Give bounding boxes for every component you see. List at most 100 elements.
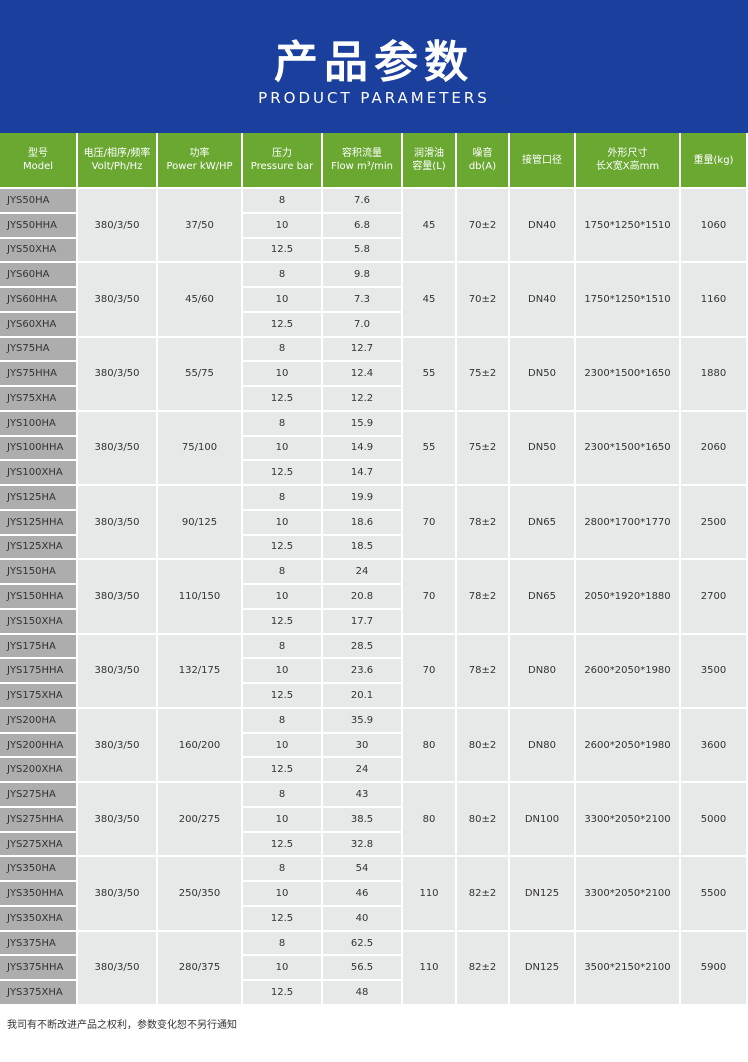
pressure-cell: 12.5 xyxy=(243,684,323,709)
pressure-cell: 12.5 xyxy=(243,535,323,561)
model-cell: JYS50HHA xyxy=(0,213,78,239)
model-cell: JYS125HA xyxy=(0,486,78,511)
flow-cell: 54 xyxy=(323,857,403,883)
pipe-cell: DN65 xyxy=(510,486,576,561)
pipe-cell: DN40 xyxy=(510,263,576,338)
dims-cell: 2800*1700*1770 xyxy=(576,486,681,561)
flow-cell: 7.6 xyxy=(323,189,403,214)
pressure-cell: 10 xyxy=(243,733,323,759)
pressure-cell: 10 xyxy=(243,288,323,313)
pressure-cell: 12.5 xyxy=(243,758,323,784)
flow-cell: 20.8 xyxy=(323,585,403,610)
model-cell: JYS350XHA xyxy=(0,906,78,932)
model-cell: JYS200XHA xyxy=(0,758,78,784)
pressure-cell: 10 xyxy=(243,659,323,685)
header-cell: 重量(kg) xyxy=(681,133,748,189)
header-text: 容积流量 xyxy=(342,148,382,159)
noise-cell: 80±2 xyxy=(457,708,510,784)
dims-cell: 2050*1920*1880 xyxy=(576,560,681,635)
voltage-cell: 380/3/50 xyxy=(78,337,158,412)
model-cell: JYS50XHA xyxy=(0,238,78,264)
pressure-cell: 8 xyxy=(243,857,323,883)
model-cell: JYS175HHA xyxy=(0,659,78,685)
header-text: 型号 xyxy=(28,148,48,159)
header-text: 长X宽X高mm xyxy=(595,161,660,172)
dims-cell: 2600*2050*1980 xyxy=(576,708,681,784)
flow-cell: 20.1 xyxy=(323,684,403,709)
voltage-cell: 380/3/50 xyxy=(78,634,158,709)
noise-cell: 78±2 xyxy=(457,486,510,561)
dims-cell: 3300*2050*2100 xyxy=(576,857,681,932)
voltage-cell: 380/3/50 xyxy=(78,560,158,635)
header-text: Flow m³/min xyxy=(331,161,393,172)
weight-cell: 5900 xyxy=(681,931,748,1006)
dims-cell: 3300*2050*2100 xyxy=(576,783,681,858)
model-cell: JYS275XHA xyxy=(0,832,78,858)
pressure-cell: 10 xyxy=(243,436,323,462)
voltage-cell: 380/3/50 xyxy=(78,263,158,338)
power-cell: 110/150 xyxy=(158,560,243,635)
pressure-cell: 12.5 xyxy=(243,981,323,1006)
flow-cell: 12.7 xyxy=(323,337,403,363)
noise-cell: 82±2 xyxy=(457,931,510,1006)
flow-cell: 18.5 xyxy=(323,535,403,561)
banner: 产品参数 PRODUCT PARAMETERS xyxy=(0,0,748,133)
header-cell: 容积流量 Flow m³/min xyxy=(323,133,403,189)
flow-cell: 7.3 xyxy=(323,288,403,313)
pressure-cell: 8 xyxy=(243,189,323,214)
footer-note: 我司有不断改进产品之权利，参数变化恕不另行通知 xyxy=(7,1020,237,1031)
pressure-cell: 12.5 xyxy=(243,609,323,635)
flow-cell: 9.8 xyxy=(323,263,403,289)
flow-cell: 24 xyxy=(323,560,403,586)
oil-cell: 45 xyxy=(403,189,457,264)
header-text: db(A) xyxy=(468,161,497,172)
header-cell: 型号 Model xyxy=(0,133,78,189)
noise-cell: 75±2 xyxy=(457,411,510,487)
power-cell: 132/175 xyxy=(158,634,243,709)
flow-cell: 5.8 xyxy=(323,238,403,264)
model-cell: JYS100HA xyxy=(0,411,78,437)
pressure-cell: 10 xyxy=(243,807,323,833)
model-cell: JYS350HHA xyxy=(0,882,78,907)
dims-cell: 1750*1250*1510 xyxy=(576,263,681,338)
header-cell: 润滑油 容量(L) xyxy=(403,133,457,189)
flow-cell: 40 xyxy=(323,906,403,932)
model-cell: JYS50HA xyxy=(0,189,78,214)
flow-cell: 14.7 xyxy=(323,461,403,487)
pressure-cell: 8 xyxy=(243,634,323,660)
header-text: 噪音 xyxy=(472,148,493,159)
power-cell: 75/100 xyxy=(158,411,243,487)
dims-cell: 2600*2050*1980 xyxy=(576,634,681,709)
model-cell: JYS150XHA xyxy=(0,609,78,635)
noise-cell: 75±2 xyxy=(457,337,510,412)
noise-cell: 78±2 xyxy=(457,634,510,709)
pressure-cell: 10 xyxy=(243,362,323,388)
model-cell: JYS375XHA xyxy=(0,981,78,1006)
model-cell: JYS275HHA xyxy=(0,807,78,833)
pipe-cell: DN65 xyxy=(510,560,576,635)
header-text: 电压/相序/频率 xyxy=(83,148,151,159)
pipe-cell: DN125 xyxy=(510,857,576,932)
power-cell: 200/275 xyxy=(158,783,243,858)
model-cell: JYS75XHA xyxy=(0,387,78,412)
flow-cell: 28.5 xyxy=(323,634,403,660)
power-cell: 90/125 xyxy=(158,486,243,561)
weight-cell: 2500 xyxy=(681,486,748,561)
pipe-cell: DN80 xyxy=(510,708,576,784)
header-text: 润滑油 xyxy=(414,148,444,159)
weight-cell: 2060 xyxy=(681,411,748,487)
header-cell: 功率 Power kW/HP xyxy=(158,133,243,189)
oil-cell: 70 xyxy=(403,486,457,561)
noise-cell: 82±2 xyxy=(457,857,510,932)
model-cell: JYS125XHA xyxy=(0,535,78,561)
model-cell: JYS75HHA xyxy=(0,362,78,388)
pressure-cell: 10 xyxy=(243,213,323,239)
header-text: 压力 xyxy=(272,148,292,159)
header-text: Pressure bar xyxy=(250,161,314,172)
header-cell: 外形尺寸 长X宽X高mm xyxy=(576,133,681,189)
flow-cell: 14.9 xyxy=(323,436,403,462)
flow-cell: 15.9 xyxy=(323,411,403,437)
model-cell: JYS100HHA xyxy=(0,436,78,462)
dims-cell: 2300*1500*1650 xyxy=(576,411,681,487)
